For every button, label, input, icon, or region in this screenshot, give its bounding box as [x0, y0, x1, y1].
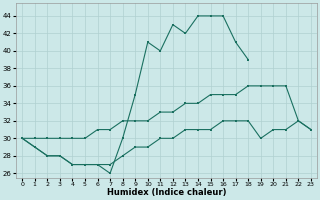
X-axis label: Humidex (Indice chaleur): Humidex (Indice chaleur) [107, 188, 226, 197]
